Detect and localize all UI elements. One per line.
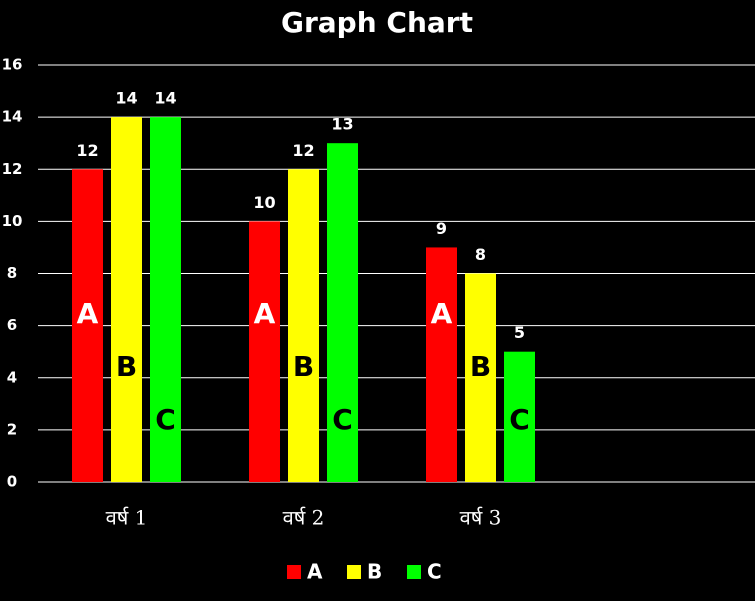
- data-label: 9: [436, 219, 447, 238]
- legend-swatch: [287, 565, 301, 579]
- bar: [249, 221, 280, 482]
- bar: [288, 169, 319, 482]
- data-label: 13: [331, 115, 353, 134]
- chart-title: Graph Chart: [281, 6, 473, 39]
- legend-swatch: [347, 565, 361, 579]
- data-label: 14: [154, 89, 176, 108]
- y-tick-label: 4: [7, 368, 17, 386]
- x-tick-label: वर्ष 2: [283, 506, 325, 530]
- legend-label: C: [427, 560, 442, 584]
- legend-label: B: [367, 560, 382, 584]
- bar: [327, 143, 358, 482]
- x-tick-label: वर्ष 1: [106, 506, 148, 530]
- legend-label: A: [307, 560, 323, 584]
- y-tick-label: 12: [2, 160, 23, 178]
- y-tick-label: 0: [7, 473, 17, 491]
- data-label: 14: [115, 89, 137, 108]
- bar: [504, 351, 535, 482]
- bar-series-label: C: [155, 403, 176, 436]
- data-label: 12: [292, 141, 314, 160]
- x-tick-label: वर्ष 3: [460, 506, 502, 530]
- bar-series-label: C: [509, 403, 530, 436]
- bar-series-label: C: [332, 403, 353, 436]
- bar: [465, 273, 496, 482]
- y-tick-label: 16: [2, 56, 23, 74]
- bar-series-label: B: [470, 350, 491, 383]
- y-tick-label: 10: [2, 212, 23, 230]
- y-tick-label: 14: [2, 108, 23, 126]
- bar-series-label: B: [293, 350, 314, 383]
- bar-series-label: B: [116, 350, 137, 383]
- data-label: 12: [76, 141, 98, 160]
- bar: [111, 117, 142, 482]
- bar-series-label: A: [77, 297, 99, 330]
- bar-series-label: A: [254, 297, 276, 330]
- data-label: 10: [253, 193, 275, 212]
- data-label: 5: [514, 323, 525, 342]
- data-label: 8: [475, 245, 486, 264]
- bar: [150, 117, 181, 482]
- bar-series-label: A: [431, 297, 453, 330]
- y-tick-label: 6: [7, 316, 17, 334]
- legend-swatch: [407, 565, 421, 579]
- y-tick-label: 2: [7, 420, 17, 438]
- bar: [72, 169, 103, 482]
- bar: [426, 247, 457, 482]
- y-tick-label: 8: [7, 264, 17, 282]
